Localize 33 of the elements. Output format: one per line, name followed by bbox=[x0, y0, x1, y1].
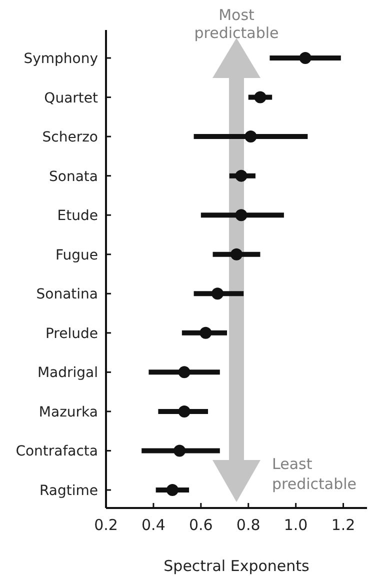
y-tick-label: Sonatina bbox=[36, 286, 98, 303]
x-axis-title: Spectral Exponents bbox=[164, 557, 310, 575]
y-tick-label: Ragtime bbox=[39, 483, 98, 499]
y-tick-label: Contrafacta bbox=[16, 444, 98, 460]
x-tick-label: 0.4 bbox=[142, 516, 166, 534]
point bbox=[244, 130, 257, 143]
point bbox=[235, 170, 248, 182]
x-tick-label: 0.8 bbox=[236, 516, 260, 534]
annotation: Least predictable bbox=[272, 455, 357, 493]
point bbox=[235, 209, 248, 222]
point bbox=[299, 52, 312, 64]
point bbox=[174, 444, 186, 457]
x-tick-label: 1.2 bbox=[331, 516, 356, 534]
point bbox=[230, 248, 242, 260]
y-tick-label: Etude bbox=[57, 208, 98, 224]
y-tick-label: Scherzo bbox=[42, 130, 98, 146]
x-tick-label: 0.2 bbox=[94, 516, 118, 534]
annotation: Most predictable bbox=[194, 6, 279, 42]
point bbox=[178, 405, 190, 418]
point bbox=[166, 484, 178, 496]
point bbox=[254, 91, 266, 104]
y-tick-label: Madrigal bbox=[37, 365, 98, 382]
x-tick-label: 0.6 bbox=[188, 516, 213, 534]
x-tick-label: 1.0 bbox=[284, 516, 308, 534]
y-tick-label: Symphony bbox=[24, 51, 98, 67]
point bbox=[178, 366, 190, 378]
y-tick-label: Fugue bbox=[55, 247, 98, 264]
y-tick-label: Sonata bbox=[49, 168, 98, 185]
point bbox=[200, 326, 212, 339]
y-tick-label: Quartet bbox=[44, 90, 98, 106]
y-tick-label: Prelude bbox=[45, 326, 98, 342]
point bbox=[212, 288, 224, 300]
y-tick-label: Mazurka bbox=[38, 404, 98, 420]
